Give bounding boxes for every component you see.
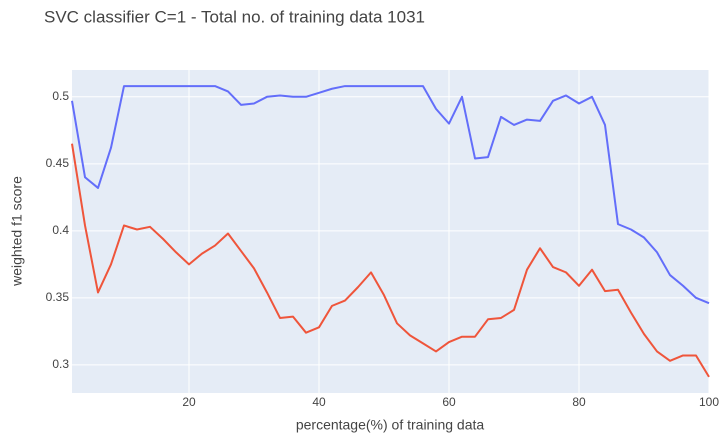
x-tick-label: 40 xyxy=(312,395,326,409)
x-tick-label: 100 xyxy=(699,395,719,409)
line-series xyxy=(71,143,710,378)
y-axis-title: weighted f1 score xyxy=(9,176,25,287)
chart-title: SVC classifier C=1 - Total no. of traini… xyxy=(44,7,425,26)
x-tick-label: 60 xyxy=(442,395,456,409)
y-tick-label: 0.35 xyxy=(46,290,70,304)
y-tick-label: 0.45 xyxy=(46,156,70,170)
y-tick-label: 0.5 xyxy=(52,89,69,103)
line-series xyxy=(71,85,710,305)
x-axis-title: percentage(%) of training data xyxy=(296,417,485,433)
y-tick-label: 0.4 xyxy=(52,223,69,237)
x-tick-label: 20 xyxy=(182,395,196,409)
x-tick-label: 80 xyxy=(572,395,586,409)
y-tick-label: 0.3 xyxy=(52,357,69,371)
plot-background xyxy=(72,70,709,393)
